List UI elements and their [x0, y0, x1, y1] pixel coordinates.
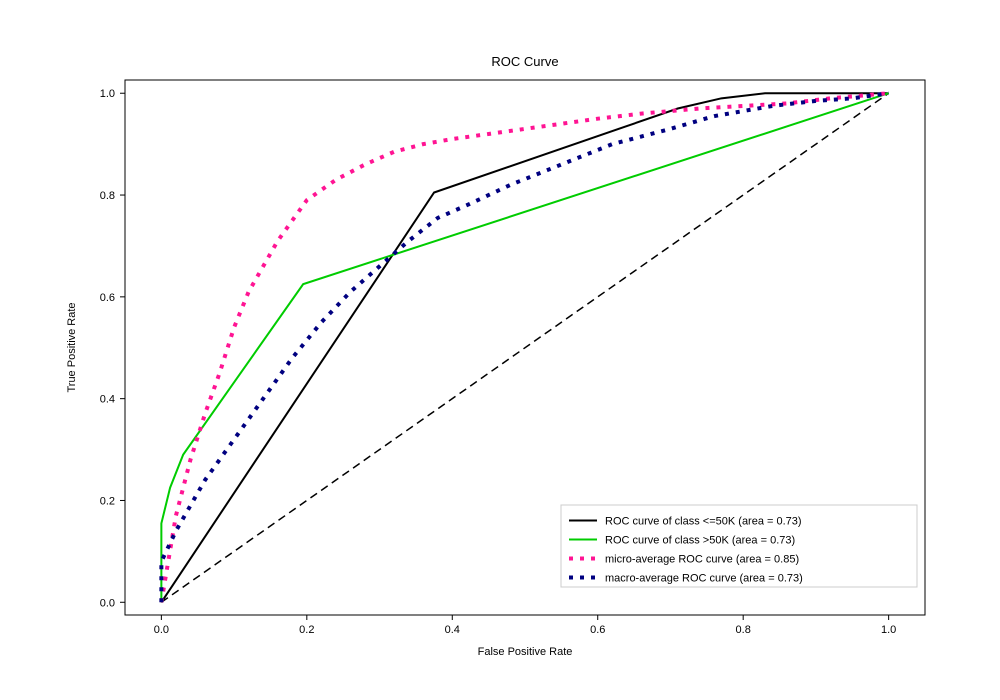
legend: ROC curve of class <=50K (area = 0.73) RO… [561, 505, 917, 587]
y-tick-label: 1.0 [100, 88, 115, 100]
x-tick-label: 0.8 [736, 624, 751, 636]
x-axis-label: False Positive Rate [478, 646, 573, 658]
legend-label-class_gt50k: ROC curve of class >50K (area = 0.73) [605, 535, 795, 547]
y-tick-label: 0.4 [100, 394, 115, 406]
y-tick-label: 0.0 [100, 597, 115, 609]
x-tick-label: 0.2 [299, 624, 314, 636]
x-tick-label: 0.6 [590, 624, 605, 636]
legend-label-macro_avg: macro-average ROC curve (area = 0.73) [605, 573, 803, 585]
x-tick-label: 1.0 [881, 624, 896, 636]
y-tick-label: 0.8 [100, 190, 115, 202]
x-tick-label: 0.4 [445, 624, 460, 636]
legend-label-class_lte50k: ROC curve of class <=50K (area = 0.73) [605, 516, 802, 528]
y-axis-label: True Positive Rate [66, 302, 78, 392]
y-tick-label: 0.6 [100, 292, 115, 304]
legend-label-micro_avg: micro-average ROC curve (area = 0.85) [605, 554, 799, 566]
chart-svg: 0.0 0.2 0.4 0.6 0.8 1.0 0.0 0.2 0.4 0.6 0.8 1.0 Fals… [0, 0, 1000, 700]
roc-chart: 0.0 0.2 0.4 0.6 0.8 1.0 0.0 0.2 0.4 0.6 0.8 1.0 Fals… [0, 0, 1000, 700]
y-tick-label: 0.2 [100, 495, 115, 507]
chart-title: ROC Curve [491, 54, 558, 69]
x-tick-label: 0.0 [154, 624, 169, 636]
